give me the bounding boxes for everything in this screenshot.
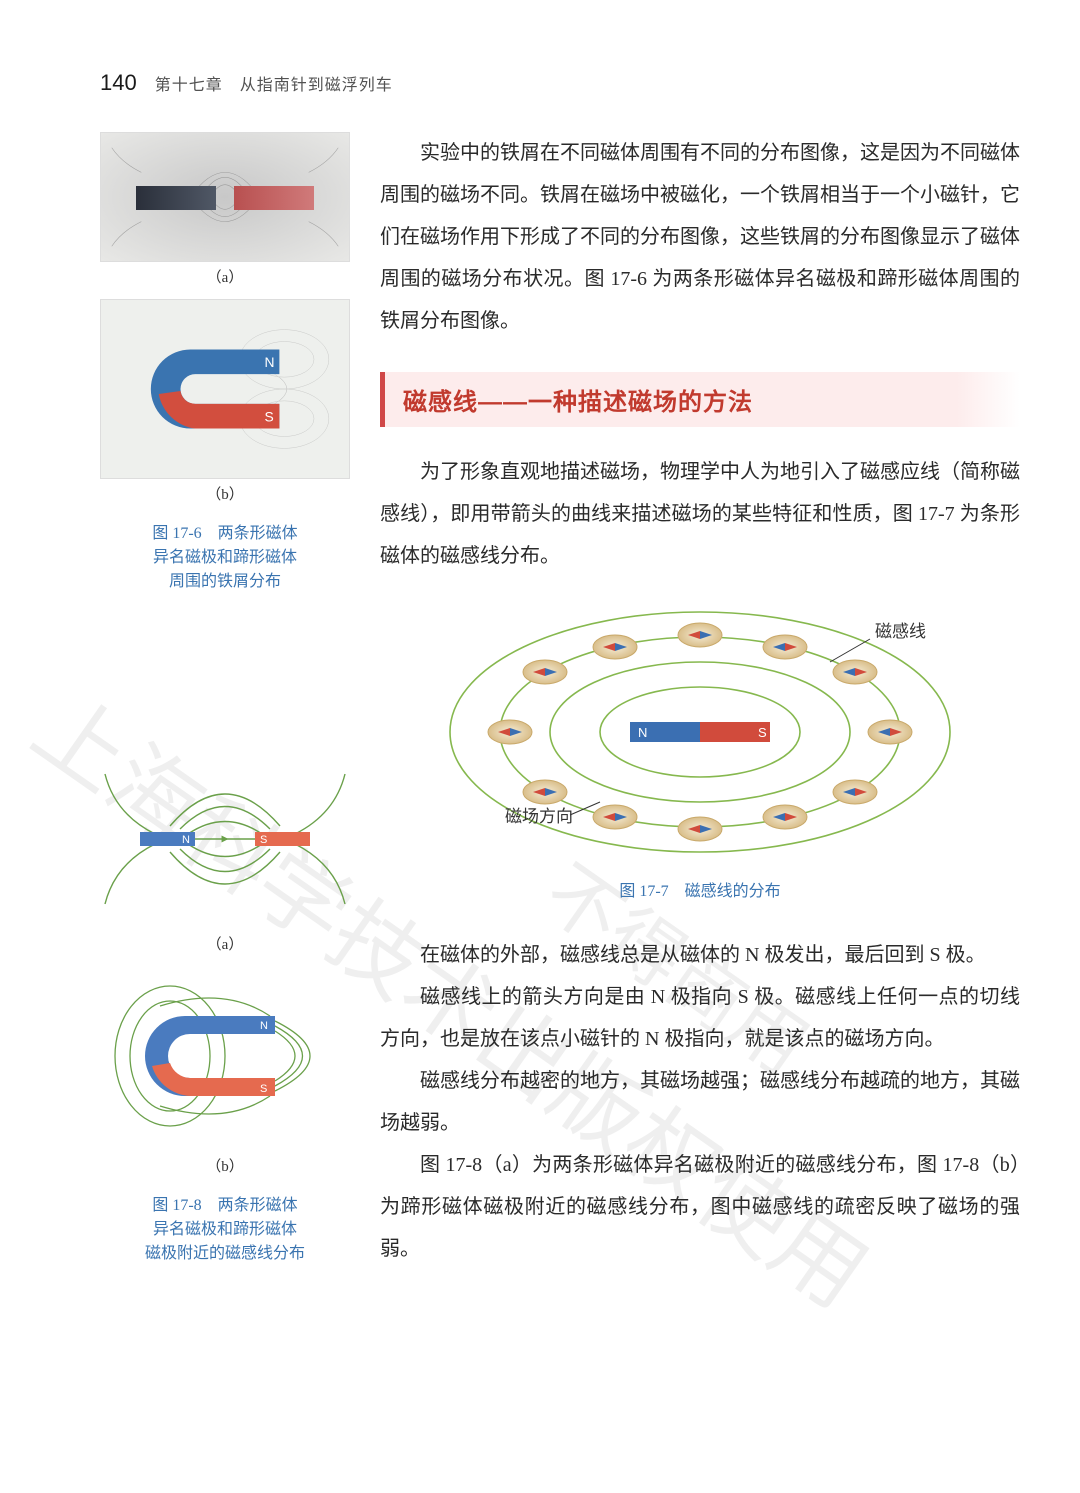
paragraph-3: 在磁体的外部，磁感线总是从磁体的 N 极发出，最后回到 S 极。 bbox=[380, 934, 1020, 976]
figure-17-7-caption: 图 17-7 磁感线的分布 bbox=[430, 880, 970, 904]
figure-17-8b: N S （b） bbox=[100, 966, 350, 1176]
paragraph-6: 图 17-8（a）为两条形磁体异名磁极附近的磁感线分布，图 17-8（b）为蹄形… bbox=[380, 1144, 1020, 1270]
page-header: 140 第十七章 从指南针到磁浮列车 bbox=[100, 70, 1020, 96]
content-grid: （a） N S （ bbox=[100, 132, 1020, 1270]
svg-text:S: S bbox=[758, 725, 767, 740]
svg-text:S: S bbox=[260, 834, 267, 846]
paragraph-4: 磁感线上的箭头方向是由 N 极指向 S 极。磁感线上任何一点的切线方向，也是放在… bbox=[380, 976, 1020, 1060]
left-column: （a） N S （ bbox=[100, 132, 350, 1270]
paragraph-2: 为了形象直观地描述磁场，物理学中人为地引入了磁感应线（简称磁感线），即用带箭头的… bbox=[380, 451, 1020, 577]
page-number: 140 bbox=[100, 70, 137, 96]
figure-17-8b-svg: N S bbox=[100, 966, 350, 1146]
figure-17-8-caption: 图 17-8 两条形磁体 异名磁极和蹄形磁体 磁极附近的磁感线分布 bbox=[100, 1194, 350, 1266]
svg-text:S: S bbox=[265, 409, 274, 425]
paragraph-5: 磁感线分布越密的地方，其磁场越强；磁感线分布越疏的地方，其磁场越弱。 bbox=[380, 1060, 1020, 1144]
figure-17-6a-label: （a） bbox=[100, 266, 350, 287]
caption-line: 磁极附近的磁感线分布 bbox=[145, 1245, 305, 1262]
figure-17-8a-label: （a） bbox=[100, 933, 350, 954]
spacer bbox=[100, 594, 350, 754]
svg-text:N: N bbox=[638, 725, 647, 740]
section-heading: 磁感线——一种描述磁场的方法 bbox=[380, 372, 1020, 427]
svg-text:N: N bbox=[182, 834, 190, 846]
chapter-title: 第十七章 从指南针到磁浮列车 bbox=[155, 71, 393, 95]
figure-17-6b-label: （b） bbox=[100, 483, 350, 504]
right-column: 实验中的铁屑在不同磁体周围有不同的分布图像，这是因为不同磁体周围的磁场不同。铁屑… bbox=[380, 132, 1020, 1270]
figure-17-6-caption: 图 17-6 两条形磁体 异名磁极和蹄形磁体 周围的铁屑分布 bbox=[100, 522, 350, 594]
paragraph-1: 实验中的铁屑在不同磁体周围有不同的分布图像，这是因为不同磁体周围的磁场不同。铁屑… bbox=[380, 132, 1020, 342]
figure-17-7: N S bbox=[430, 597, 970, 904]
figure-17-6a: （a） bbox=[100, 132, 350, 287]
svg-text:N: N bbox=[265, 354, 275, 370]
caption-line: 异名磁极和蹄形磁体 bbox=[153, 1221, 297, 1238]
figure-17-8b-label: （b） bbox=[100, 1155, 350, 1176]
bar-magnet-s bbox=[234, 186, 314, 210]
svg-text:N: N bbox=[260, 1020, 268, 1032]
figure-17-6b: N S （b） bbox=[100, 299, 350, 504]
caption-line: 图 17-8 两条形磁体 bbox=[152, 1197, 297, 1214]
figure-17-8a: N S （a） bbox=[100, 754, 350, 954]
caption-line: 异名磁极和蹄形磁体 bbox=[153, 549, 297, 566]
page-container: 140 第十七章 从指南针到磁浮列车 bbox=[0, 0, 1080, 1330]
caption-line: 周围的铁屑分布 bbox=[169, 573, 281, 590]
caption-line: 图 17-6 两条形磁体 bbox=[152, 525, 297, 542]
bar-magnet-n bbox=[136, 186, 216, 210]
figure-17-7-svg: N S bbox=[430, 597, 970, 867]
label-field-line: 磁感线 bbox=[875, 622, 926, 641]
figure-17-6a-image bbox=[100, 132, 350, 262]
horseshoe-svg: N S bbox=[101, 300, 349, 478]
svg-text:S: S bbox=[260, 1083, 267, 1095]
label-field-dir: 磁场方向 bbox=[505, 807, 573, 826]
figure-17-6b-image: N S bbox=[100, 299, 350, 479]
figure-17-8a-svg: N S bbox=[100, 754, 350, 924]
